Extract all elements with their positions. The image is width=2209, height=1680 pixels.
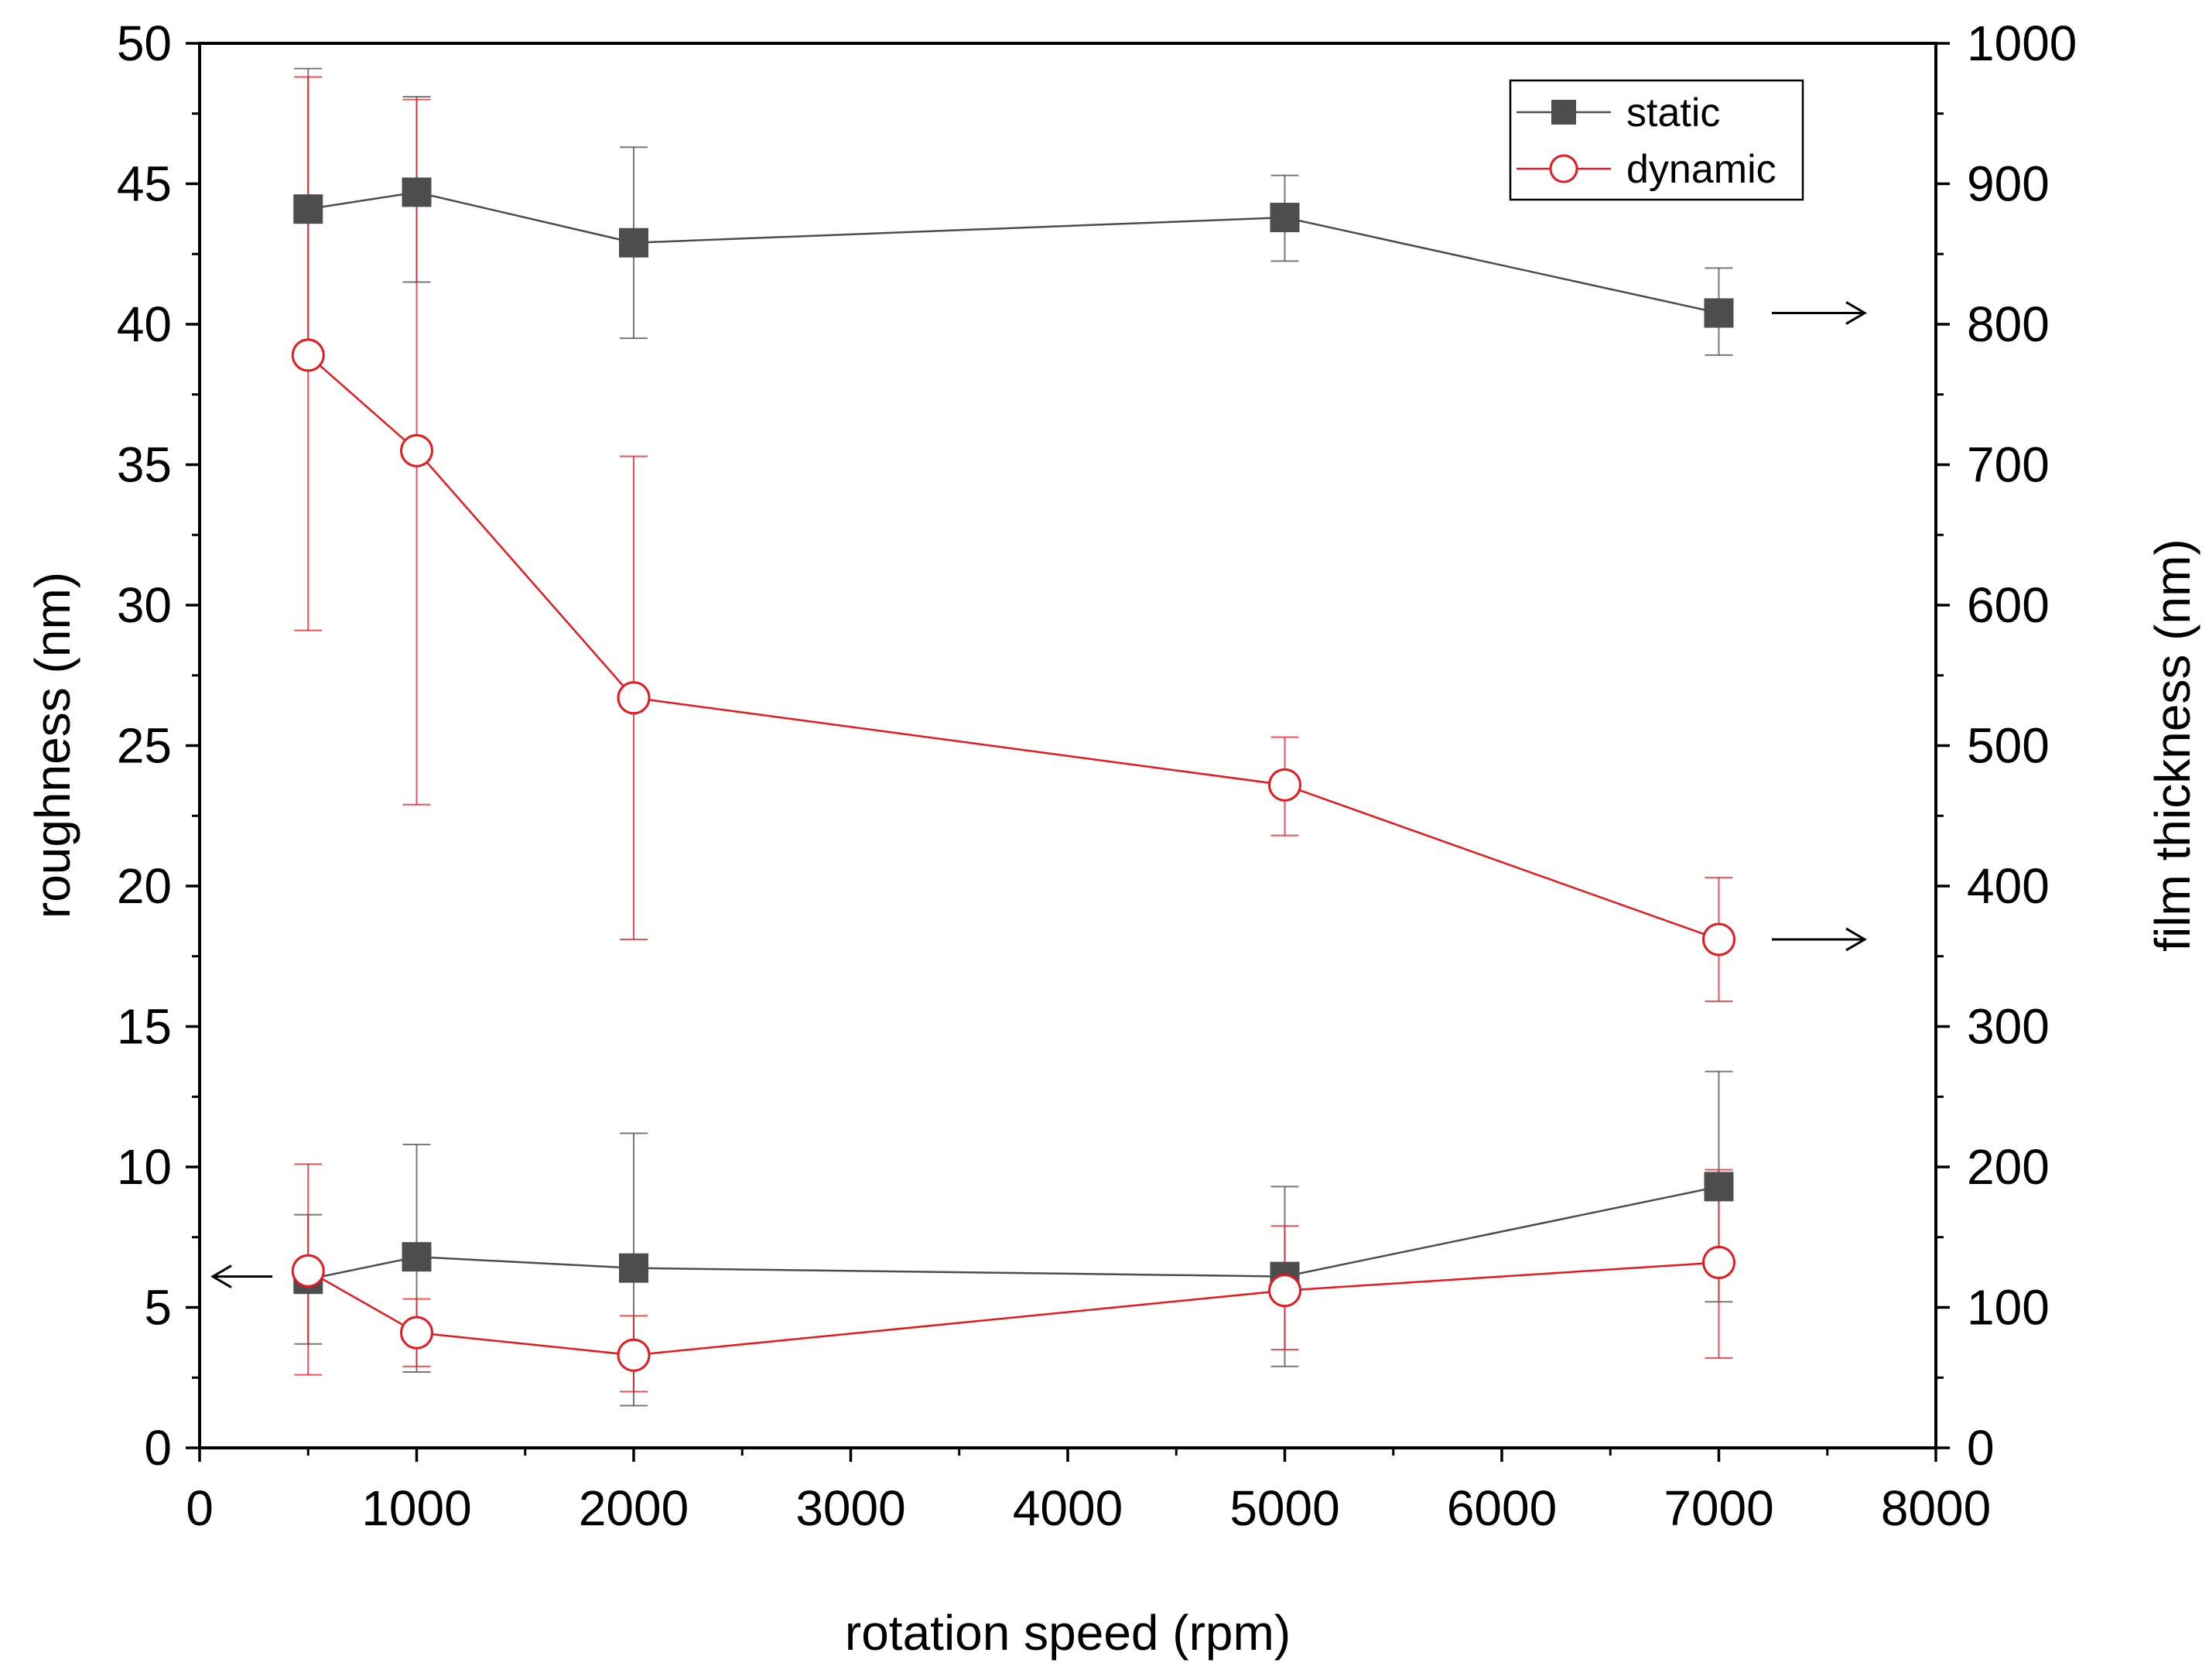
data-point-circle [1702, 1245, 1735, 1279]
data-point-square [1270, 203, 1300, 233]
arrow-left-roughness-head [210, 1264, 232, 1288]
annotation-layer [210, 301, 1867, 1288]
y-left-tick-label: 50 [117, 15, 172, 71]
data-point-square [1704, 1172, 1734, 1202]
y-right-tick-label: 700 [1967, 437, 2050, 493]
x-tick-label: 8000 [1881, 1480, 1991, 1536]
data-point-square [619, 228, 648, 258]
y-right-tick-label: 600 [1967, 577, 2050, 633]
data-point-circle [400, 433, 433, 467]
y-left-tick-label: 30 [117, 577, 172, 633]
marker-layer [291, 177, 1735, 1372]
series-line [308, 191, 1719, 314]
x-tick-label: 3000 [795, 1480, 905, 1536]
x-tick-label: 6000 [1447, 1480, 1557, 1536]
y-right-tick-label: 800 [1967, 296, 2050, 352]
data-point-circle [291, 338, 325, 372]
x-tick-label: 1000 [361, 1480, 471, 1536]
y-left-tick-label: 5 [144, 1280, 172, 1336]
y-right-tick-label: 400 [1967, 858, 2050, 914]
legend: static dynamic [1509, 79, 1804, 201]
x-tick-label: 7000 [1664, 1480, 1773, 1536]
y-left-tick-label: 25 [117, 718, 172, 774]
y-right-tick-label: 300 [1967, 999, 2050, 1055]
arrow-right-dynamic-thickness-head [1845, 927, 1867, 952]
series-line-layer [307, 191, 1719, 1357]
x-tick-label: 4000 [1013, 1480, 1123, 1536]
data-point-circle [291, 1254, 325, 1288]
y-axis-left-label: roughness (nm) [25, 572, 80, 919]
plot-frame [198, 42, 1937, 1449]
data-point-square [1704, 298, 1734, 328]
tick-layer: 0 1000 2000 3000 4000 5000 6000 7000 80000510152… [117, 15, 2077, 1536]
x-tick-label: 5000 [1229, 1480, 1339, 1536]
data-point-square [402, 1242, 432, 1272]
data-point-circle [400, 1316, 433, 1350]
series-line [307, 1186, 1719, 1281]
legend-marker-static [1551, 100, 1576, 125]
data-point-square [619, 1253, 648, 1283]
y-right-tick-label: 900 [1967, 156, 2050, 212]
y-left-tick-label: 35 [117, 437, 172, 493]
y-right-tick-label: 0 [1967, 1420, 1995, 1476]
data-point-circle [1268, 1274, 1301, 1308]
data-point-square [402, 177, 432, 207]
y-right-tick-label: 500 [1967, 718, 2050, 774]
y-left-tick-label: 0 [144, 1420, 172, 1476]
x-tick-label: 2000 [579, 1480, 689, 1536]
data-point-circle [1702, 922, 1735, 956]
arrow-right-static-thickness-head [1845, 301, 1867, 325]
legend-label-static: static [1626, 91, 1720, 135]
y-left-tick-label: 20 [117, 858, 172, 914]
y-left-tick-label: 40 [117, 296, 172, 352]
y-left-tick-label: 45 [117, 156, 172, 212]
legend-marker-dynamic [1549, 154, 1578, 183]
y-right-tick-label: 1000 [1967, 15, 2077, 71]
data-point-circle [1268, 768, 1301, 802]
data-point-circle [617, 1338, 651, 1372]
y-left-tick-label: 15 [117, 999, 172, 1055]
y-right-tick-label: 200 [1967, 1139, 2050, 1195]
x-axis-label: rotation speed (rpm) [845, 1605, 1291, 1661]
y-right-tick-label: 100 [1967, 1280, 2050, 1336]
y-left-tick-label: 10 [117, 1139, 172, 1195]
data-point-circle [617, 681, 651, 715]
series-line [307, 1261, 1719, 1357]
series-line [307, 354, 1719, 941]
legend-label-dynamic: dynamic [1626, 147, 1776, 192]
data-point-square [293, 194, 323, 224]
x-tick-label: 0 [186, 1480, 214, 1536]
y-axis-right-label: film thickness (nm) [2145, 539, 2200, 951]
